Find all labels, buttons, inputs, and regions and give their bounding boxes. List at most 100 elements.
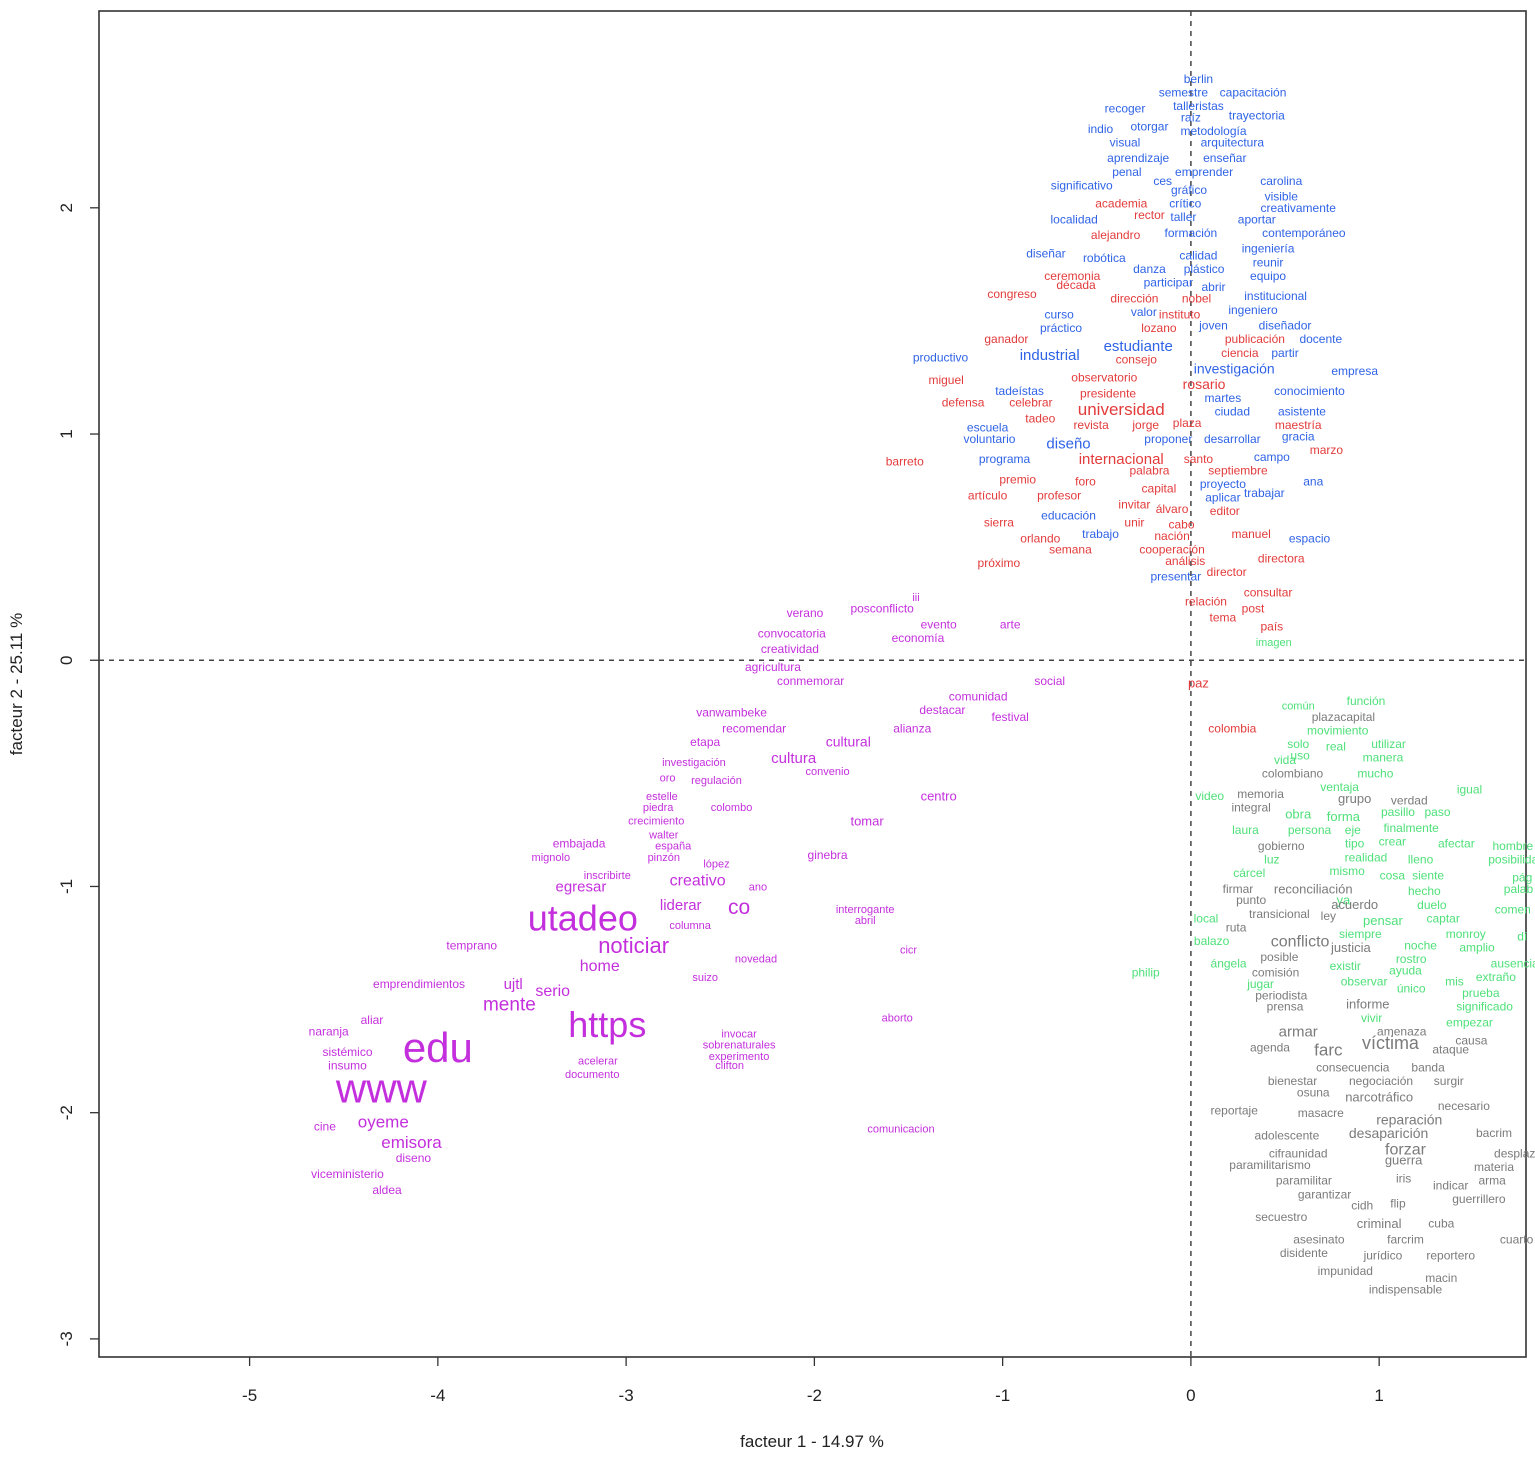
word-point: desarrollar <box>1204 432 1261 446</box>
word-point: carolina <box>1260 174 1302 188</box>
word-point: mucho <box>1357 767 1393 781</box>
word-point: colombo <box>711 802 753 814</box>
word-point: tadeístas <box>995 384 1044 398</box>
word-point: creativamente <box>1261 201 1337 215</box>
word-point: visual <box>1110 135 1141 149</box>
word-point: centro <box>921 789 957 804</box>
word-point: viceministerio <box>311 1167 384 1181</box>
word-point: osuna <box>1297 1086 1330 1100</box>
word-point: ausencia <box>1491 957 1535 971</box>
word-point: campo <box>1254 450 1290 464</box>
word-point: hecho <box>1408 884 1441 898</box>
word-point: ganador <box>984 332 1028 346</box>
word-point: cifraunidad <box>1269 1147 1328 1161</box>
word-point: indispensable <box>1369 1282 1443 1296</box>
word-point: social <box>1034 674 1065 688</box>
word-point: ventaja <box>1320 780 1359 794</box>
word-point: noticiar <box>598 933 669 958</box>
word-point: diseño <box>1046 435 1090 452</box>
word-point: oyeme <box>358 1113 409 1132</box>
word-point: ley <box>1321 909 1336 923</box>
word-point: desplaz <box>1494 1147 1535 1161</box>
word-point: amenaza <box>1377 1024 1427 1038</box>
word-point: gráfico <box>1171 183 1207 197</box>
word-point: sistémico <box>322 1045 372 1059</box>
word-point: artículo <box>968 488 1008 502</box>
word-point: dirección <box>1110 291 1158 305</box>
word-point: abril <box>855 915 876 927</box>
word-point: vivir <box>1361 1011 1382 1025</box>
word-point: común <box>1282 700 1315 712</box>
word-point: consultar <box>1244 586 1293 600</box>
word-point: observatorio <box>1071 371 1137 385</box>
word-point: lópez <box>703 859 729 871</box>
word-point: penal <box>1112 165 1141 179</box>
word-point: aliar <box>361 1013 384 1027</box>
word-point: reportero <box>1426 1248 1475 1262</box>
word-point: comunidad <box>949 690 1008 704</box>
word-point: director <box>1207 565 1247 579</box>
word-point: metodología <box>1180 124 1246 138</box>
word-point: creatividad <box>761 642 819 656</box>
y-tick-label: -3 <box>57 1331 76 1346</box>
word-point: grupo <box>1338 791 1371 806</box>
word-point: empresa <box>1331 364 1378 378</box>
word-point: comisión <box>1252 966 1299 980</box>
word-point: siente <box>1412 868 1444 882</box>
word-point: significativo <box>1051 178 1113 192</box>
word-point: docente <box>1299 332 1342 346</box>
word-point: crítico <box>1169 196 1201 210</box>
word-point: forzar <box>1385 1141 1427 1158</box>
word-point: otorgar <box>1130 120 1168 134</box>
word-point: víctima <box>1362 1033 1420 1053</box>
word-point: eje <box>1345 823 1361 837</box>
word-point: guerra <box>1385 1153 1423 1168</box>
word-point: aldea <box>372 1183 402 1197</box>
y-axis-label: facteur 2 - 25.11 % <box>7 613 26 755</box>
word-point: ciudad <box>1215 405 1250 419</box>
word-point: españa <box>655 841 692 853</box>
word-point: conflicto <box>1271 933 1330 950</box>
word-point: plazacapital <box>1312 710 1375 724</box>
word-point: aborto <box>882 1013 913 1025</box>
word-point: walter <box>648 829 679 841</box>
word-point: análisis <box>1165 554 1205 568</box>
word-point: obra <box>1285 807 1312 822</box>
word-point: recomendar <box>722 721 786 735</box>
word-point: rosario <box>1183 376 1226 392</box>
x-tick-label: -2 <box>807 1386 822 1405</box>
word-point: arte <box>1000 617 1021 631</box>
word-point: convenio <box>806 766 850 778</box>
word-point: iii <box>912 592 919 604</box>
word-point: paramilitar <box>1276 1174 1332 1188</box>
word-point: acelerar <box>578 1056 618 1068</box>
word-point: profesor <box>1037 488 1081 502</box>
word-point: capacitación <box>1220 86 1287 100</box>
word-point: plástico <box>1184 262 1225 276</box>
word-point: palabra <box>1129 463 1169 477</box>
word-point: calidad <box>1179 249 1217 263</box>
word-point: reunir <box>1253 255 1284 269</box>
word-point: economía <box>892 631 945 645</box>
word-point: agenda <box>1250 1040 1290 1054</box>
word-point: co <box>728 896 750 919</box>
word-point: ano <box>749 881 767 893</box>
series-purple: iii verano posconflicto evento arte convocato… <box>309 592 1065 1197</box>
word-point: localidad <box>1050 212 1097 226</box>
word-point: verdad <box>1391 794 1428 808</box>
x-tick-label: -3 <box>619 1386 634 1405</box>
word-point: disidente <box>1280 1246 1328 1260</box>
word-point: ceremonia <box>1044 269 1100 283</box>
word-point: mis <box>1445 975 1464 989</box>
word-point: farcrim <box>1387 1233 1424 1247</box>
word-point: tema <box>1210 610 1237 624</box>
word-point: narcotráfico <box>1345 1089 1413 1104</box>
word-point: estelle <box>646 791 678 803</box>
word-point: cooperación <box>1139 543 1204 557</box>
word-point: premio <box>999 472 1036 486</box>
word-point: impunidad <box>1318 1264 1373 1278</box>
word-point: ya <box>1337 893 1352 908</box>
